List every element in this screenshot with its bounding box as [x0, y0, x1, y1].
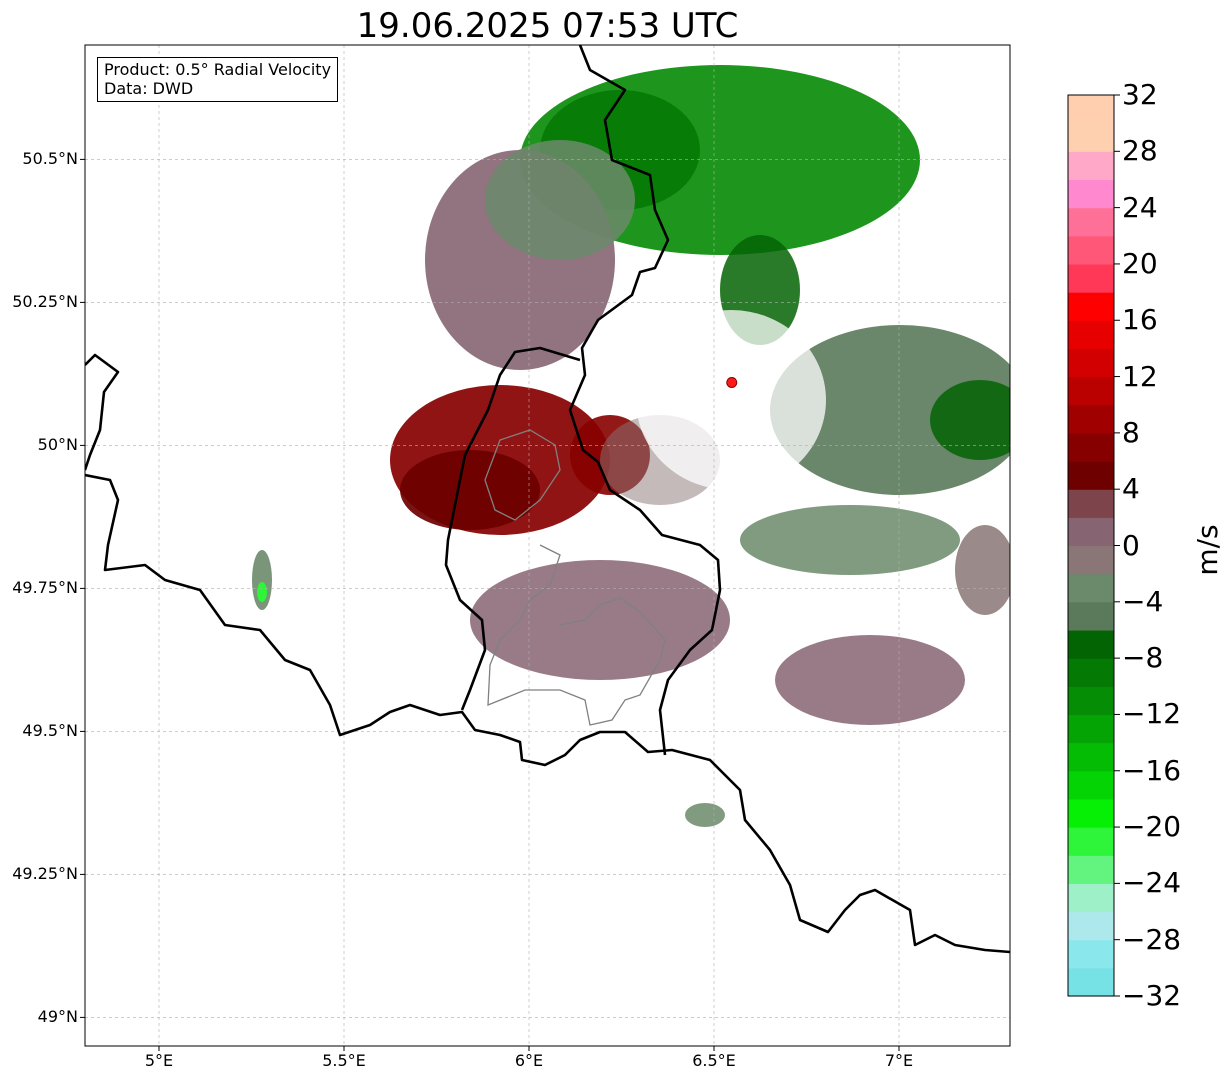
- colorbar-tick-label: −8: [1122, 641, 1164, 675]
- colorbar-segment: [1068, 798, 1114, 828]
- echo-mauve-se: [775, 635, 965, 725]
- colorbar-segment: [1068, 489, 1114, 518]
- radar-echoes: [252, 65, 1010, 827]
- colorbar-segment: [1068, 320, 1114, 350]
- admin-border-2: [487, 544, 666, 726]
- echo-red-core: [400, 450, 540, 530]
- lon-tick-label: 5.5°E: [322, 1051, 366, 1070]
- admin-border-1: [484, 429, 561, 521]
- border-lu-west: [444, 346, 581, 711]
- colorbar-tick-label: −24: [1122, 866, 1182, 900]
- echo-gray-green-nw: [485, 140, 635, 260]
- colorbar-tick-label: −28: [1122, 922, 1182, 956]
- colorbar-tick-label: 28: [1122, 134, 1158, 168]
- colorbar-tick-label: 20: [1122, 246, 1158, 280]
- lat-tick-label: 49.5°N: [22, 721, 78, 741]
- colorbar-segment: [1068, 686, 1114, 716]
- lon-tick-label: 6.5°E: [692, 1051, 736, 1070]
- radar-site-marker: [726, 376, 738, 388]
- colorbar-segment: [1068, 517, 1114, 547]
- country-borders: [85, 45, 1010, 954]
- colorbar-tick-label: −16: [1122, 753, 1182, 787]
- axis-ticks: [80, 158, 900, 1051]
- lat-tick-label: 49°N: [37, 1007, 78, 1027]
- colorbar-segment: [1068, 714, 1114, 744]
- colorbar-segment: [1068, 461, 1114, 490]
- colorbar-tick-label: −20: [1122, 810, 1182, 844]
- info-box: Product: 0.5° Radial Velocity Data: DWD: [97, 57, 339, 102]
- admin-borders: [484, 429, 666, 726]
- lat-tick-label: 49.25°N: [12, 864, 78, 884]
- colorbar-segment: [1068, 967, 1114, 997]
- colorbar-segment: [1068, 545, 1114, 575]
- border-nw: [85, 353, 120, 471]
- colorbar-tick-label: 24: [1122, 190, 1158, 224]
- lon-tick-label: 5°E: [144, 1051, 174, 1070]
- echo-green-east: [770, 325, 1010, 495]
- data-source-label: Data: DWD: [104, 79, 194, 98]
- lon-tick-label: 6°E: [514, 1051, 544, 1070]
- echo-mauve-south: [470, 560, 730, 680]
- chart-title: 19.06.2025 07:53 UTC: [356, 6, 739, 46]
- colorbar-tick-label: −32: [1122, 979, 1182, 1012]
- lat-tick-label: 50°N: [37, 435, 78, 455]
- colorbar-tick-label: −4: [1122, 584, 1164, 618]
- colorbar-segment: [1068, 179, 1114, 209]
- colorbar-tick-label: 32: [1122, 78, 1158, 111]
- colorbar-segment: [1068, 883, 1114, 913]
- echo-small-south: [685, 803, 725, 827]
- gridlines: [85, 45, 1010, 1046]
- border-france-south: [85, 473, 1010, 954]
- colorbar-tick-label: 8: [1122, 415, 1140, 449]
- colorbar-tick-label: 4: [1122, 472, 1140, 506]
- product-label: Product: 0.5° Radial Velocity: [104, 60, 332, 79]
- colorbar-tick-label: 0: [1122, 528, 1140, 562]
- colorbar-segment: [1068, 742, 1114, 772]
- colorbar-tick-label: 16: [1122, 303, 1158, 337]
- colorbar-segment: [1068, 827, 1114, 856]
- colorbar-segment: [1068, 939, 1114, 969]
- colorbar-tick-label: 12: [1122, 359, 1158, 393]
- colorbar-tick-label: −12: [1122, 697, 1182, 731]
- colorbar-segment: [1068, 263, 1114, 293]
- colorbar-segment: [1068, 376, 1114, 406]
- echo-darkgreen-east: [930, 380, 1010, 460]
- lat-tick-label: 50.5°N: [22, 149, 78, 169]
- colorbar-segment: [1068, 292, 1114, 321]
- colorbar-segment: [1068, 95, 1114, 124]
- plot-frame: [84, 44, 1011, 1047]
- colorbar-label: m/s: [1191, 524, 1224, 576]
- colorbar-segment: [1068, 911, 1114, 941]
- colorbar-segment: [1068, 573, 1114, 603]
- colorbar-segment: [1068, 207, 1114, 237]
- colorbar-segment: [1068, 855, 1114, 884]
- echo-small-sw: [252, 550, 272, 610]
- colorbar-segment: [1068, 658, 1114, 687]
- border-be-lu-north: [568, 45, 722, 756]
- lat-tick-label: 50.25°N: [12, 292, 78, 312]
- radar-clear-zone: [636, 310, 826, 490]
- echo-mauve-east-edge: [955, 525, 1010, 615]
- colorbar-segment: [1068, 348, 1114, 378]
- colorbar-segment: [1068, 404, 1114, 434]
- colorbar-segment: [1068, 235, 1114, 265]
- colorbar-segment: [1068, 151, 1114, 181]
- echo-green-se: [740, 505, 960, 575]
- colorbar: [1067, 94, 1120, 997]
- colorbar-segment: [1068, 601, 1114, 631]
- lat-tick-label: 49.75°N: [12, 578, 78, 598]
- lon-tick-label: 7°E: [884, 1051, 914, 1070]
- echo-small-sw-bright: [257, 582, 267, 602]
- colorbar-segment: [1068, 123, 1114, 152]
- colorbar-segment: [1068, 629, 1114, 659]
- colorbar-segment: [1068, 770, 1114, 800]
- colorbar-segment: [1068, 432, 1114, 462]
